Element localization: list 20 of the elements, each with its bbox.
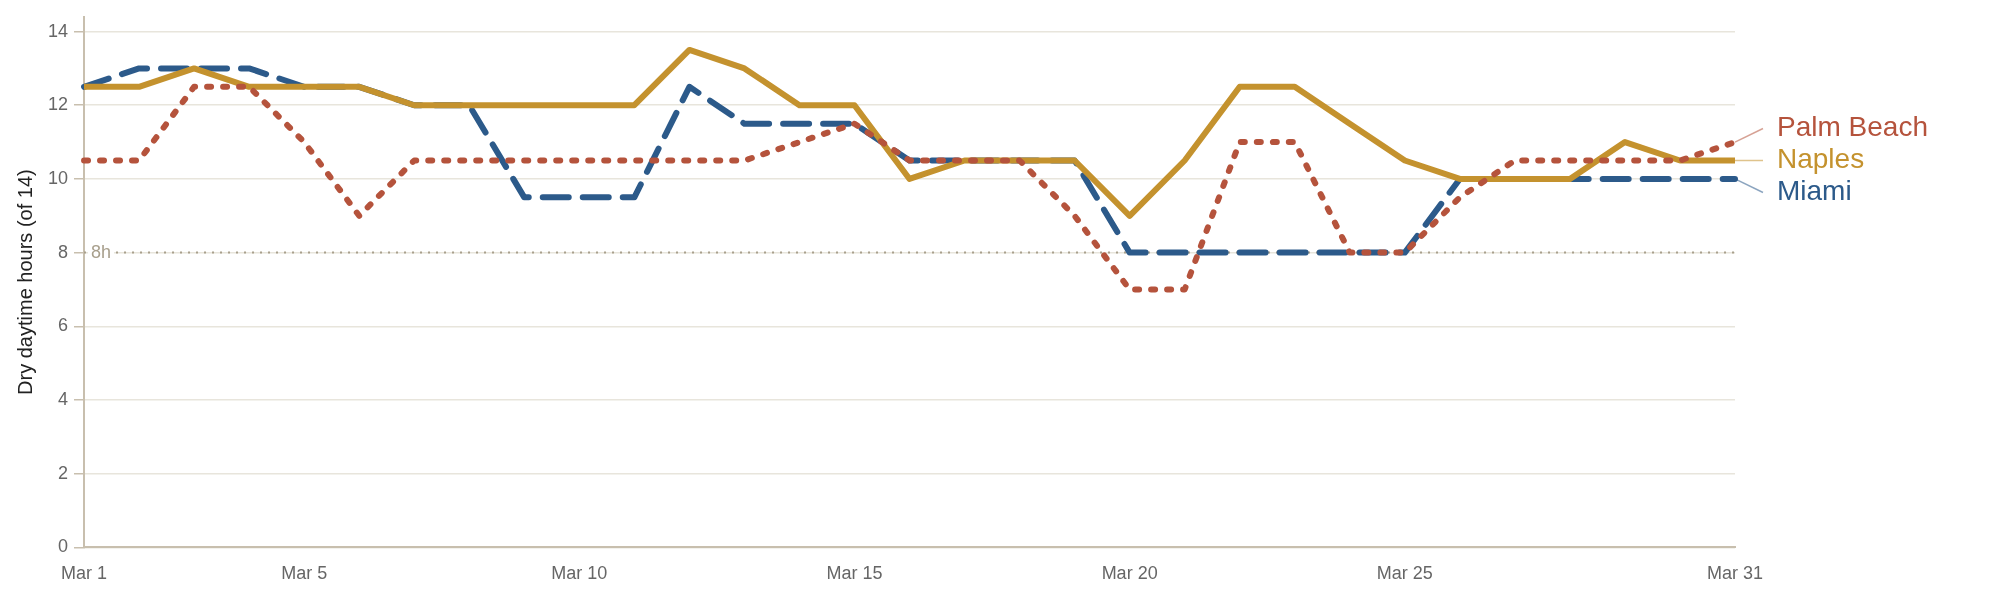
y-tick-label: 12 [47,94,69,115]
legend-label: Naples [1777,143,1865,175]
y-tick-label: 8 [58,241,69,262]
y-tick-label: 14 [47,20,69,41]
x-tick-label: Mar 15 [826,563,883,584]
y-tick-label: 2 [58,462,69,483]
x-tick-label: Mar 5 [281,563,328,584]
x-tick-label: Mar 1 [61,563,108,584]
legend-label: Miami [1777,175,1852,207]
x-tick-label: Mar 20 [1101,563,1158,584]
x-tick-label: Mar 31 [1706,563,1764,584]
y-tick-label: 10 [47,167,69,188]
y-tick-label: 6 [58,315,69,336]
y-tick-label: 4 [58,388,69,409]
y-axis-title: Dry daytime hours (of 14) [13,169,36,395]
x-tick-label: Mar 10 [551,563,608,584]
legend-label: Palm Beach [1777,111,1928,143]
y-tick-label: 0 [58,536,69,557]
ref-line-label: 8h [91,241,112,262]
x-tick-label: Mar 25 [1376,563,1433,584]
